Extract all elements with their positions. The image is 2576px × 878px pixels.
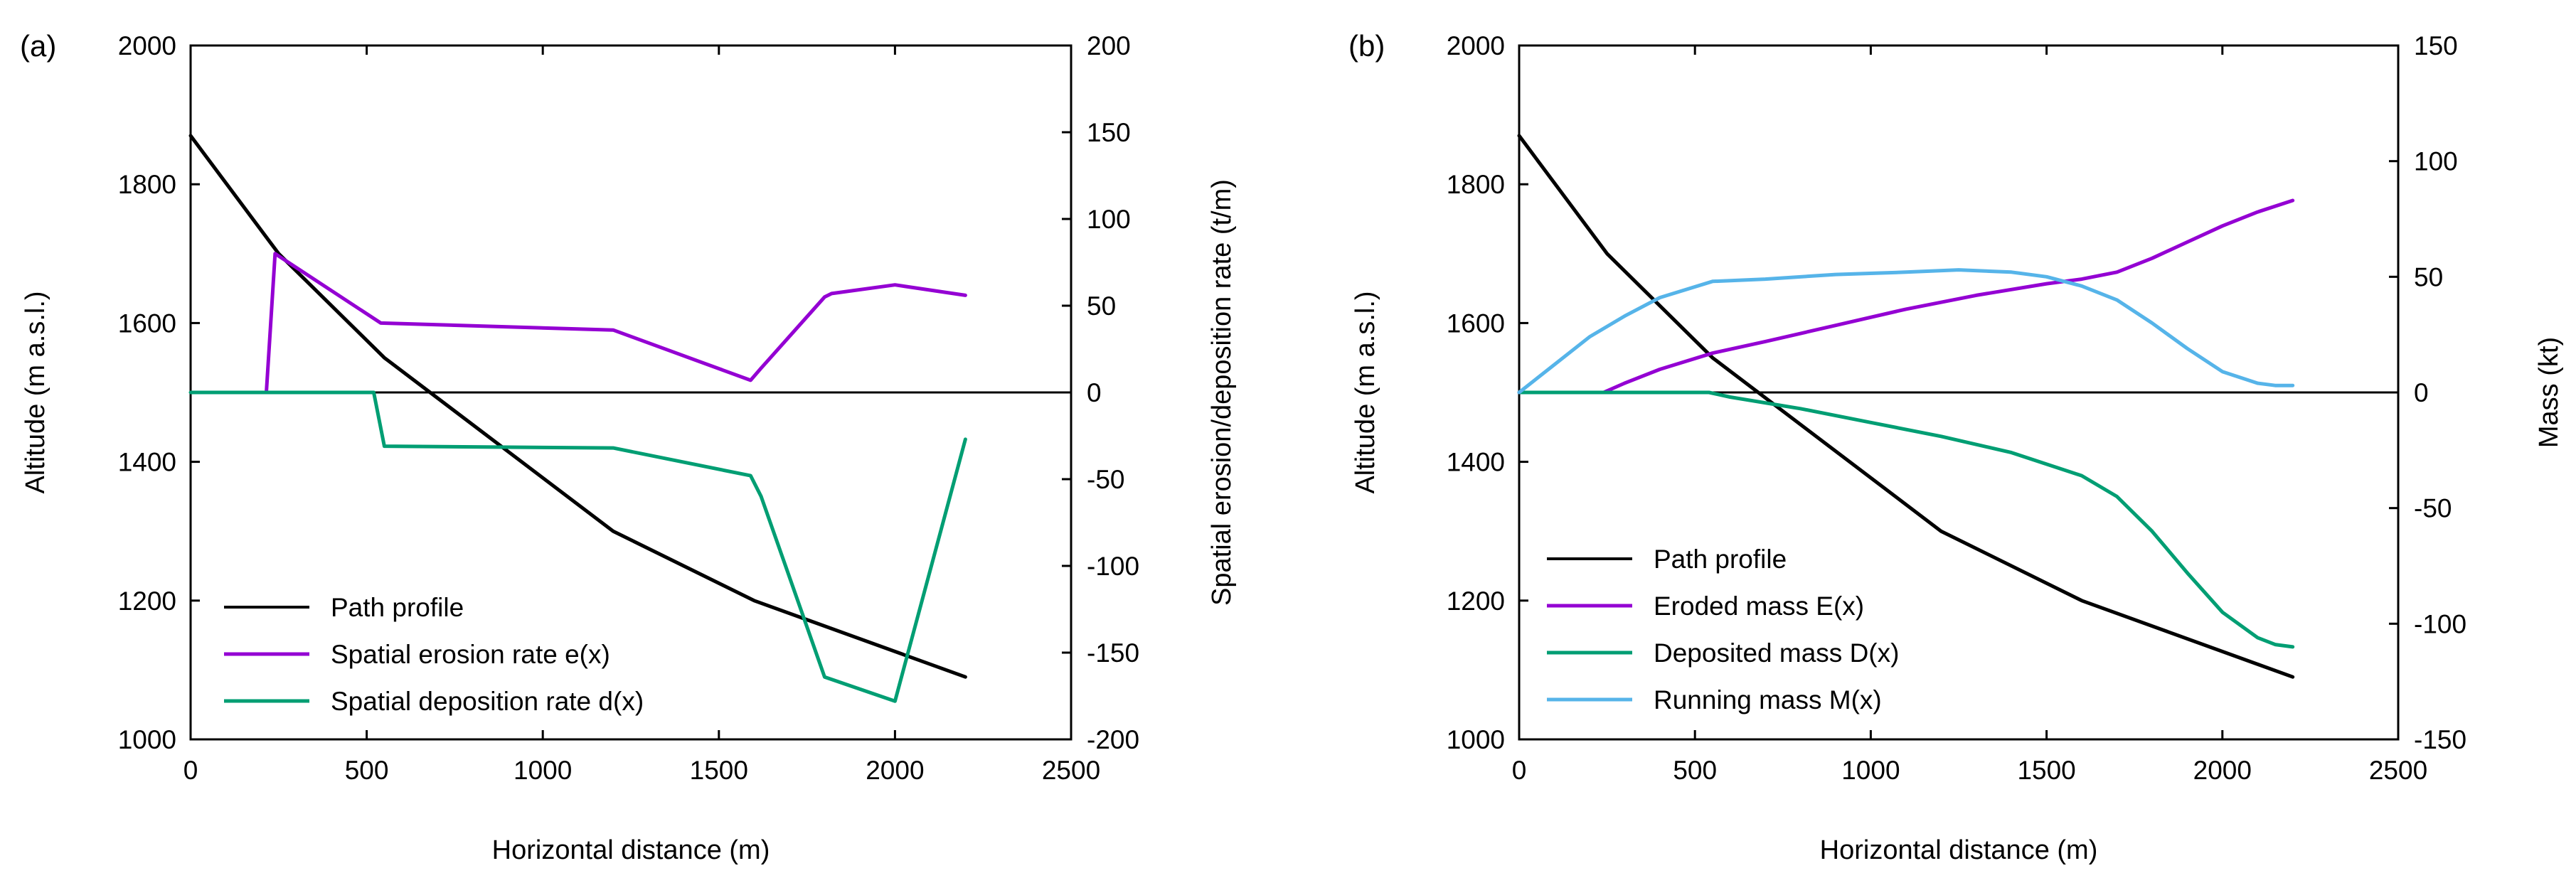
x-tick-label: 500 <box>1673 756 1717 785</box>
x-tick-label: 2500 <box>1042 756 1100 785</box>
y2-tick-label: 100 <box>1087 205 1131 234</box>
y-axis-label: Altitude (m a.s.l.) <box>21 291 50 493</box>
y-tick-label: 1600 <box>1447 309 1505 338</box>
series-path-profile <box>188 134 967 679</box>
legend-label-spatial-erosion-rate-e-x: Spatial erosion rate e(x) <box>331 640 610 669</box>
y2-tick-label: -150 <box>1087 638 1139 668</box>
legend-label-deposited-mass-d-x: Deposited mass D(x) <box>1654 638 1899 668</box>
x-tick-label: 0 <box>1512 756 1527 785</box>
y-tick-label: 1000 <box>118 725 176 754</box>
x-tick-label: 2000 <box>866 756 924 785</box>
panel-label: (b) <box>1348 29 1385 63</box>
y2-tick-label: -200 <box>1087 725 1139 754</box>
y-tick-label: 1400 <box>1447 448 1505 477</box>
x-tick-label: 0 <box>183 756 198 785</box>
legend-label-spatial-deposition-rate-d-x: Spatial deposition rate d(x) <box>331 687 644 716</box>
x-axis-label: Horizontal distance (m) <box>1820 835 2098 865</box>
y2-axis-label: Mass (kt) <box>2534 337 2564 448</box>
series-running-mass-m-x <box>1517 268 2295 395</box>
panel-a: (a)0 500 1000 1500 2000 250010001200140016001… <box>20 29 1237 865</box>
y2-axis-label: Spatial erosion/deposition rate (t/m) <box>1207 179 1237 606</box>
legend: Path profile Eroded mass E(x) Deposited ma… <box>1547 545 1899 714</box>
y-tick-label: 1200 <box>1447 587 1505 616</box>
y2-tick-label: 50 <box>1087 291 1116 321</box>
y-tick-label: 1800 <box>118 170 176 199</box>
y-tick-label: 1600 <box>118 309 176 338</box>
y2-tick-label: 150 <box>1087 118 1131 147</box>
y-tick-label: 1400 <box>118 448 176 477</box>
series-deposited-mass-d-x <box>1517 390 2295 649</box>
x-tick-label: 2000 <box>2193 756 2252 785</box>
y2-tick-label: -150 <box>2414 725 2466 754</box>
y2-tick-label: 50 <box>2414 262 2443 291</box>
x-tick-label: 1000 <box>513 756 572 785</box>
y-tick-label: 2000 <box>118 31 176 60</box>
y2-tick-label: 0 <box>2414 378 2429 407</box>
x-tick-label: 1500 <box>2017 756 2075 785</box>
series-path-profile <box>1517 134 2295 679</box>
y2-tick-label: -50 <box>2414 494 2452 523</box>
panel-b: (b)0 500 1000 1500 2000 250010001200140016001… <box>1348 29 2564 865</box>
y2-tick-label: -100 <box>2414 609 2466 638</box>
legend-label-eroded-mass-e-x: Eroded mass E(x) <box>1654 591 1864 621</box>
legend: Path profile Spatial erosion rate e(x) Spa… <box>224 593 644 716</box>
panel-label: (a) <box>20 29 56 63</box>
x-tick-label: 1500 <box>690 756 748 785</box>
legend-label-path-profile: Path profile <box>1654 545 1787 574</box>
y-axis-label: Altitude (m a.s.l.) <box>1351 291 1380 493</box>
y2-tick-label: 200 <box>1087 31 1131 60</box>
y2-tick-label: -100 <box>1087 552 1139 581</box>
y2-tick-label: 100 <box>2414 147 2458 176</box>
series-eroded-mass-e-x <box>1517 198 2295 395</box>
y2-tick-label: 0 <box>1087 378 1102 407</box>
series-spatial-deposition-rate-d-x <box>188 390 967 703</box>
y-tick-label: 1800 <box>1447 170 1505 199</box>
legend-label-path-profile: Path profile <box>331 593 464 622</box>
x-tick-label: 500 <box>345 756 389 785</box>
y-tick-label: 2000 <box>1447 31 1505 60</box>
y-tick-label: 1200 <box>118 587 176 616</box>
y2-tick-label: -50 <box>1087 465 1124 494</box>
legend-label-running-mass-m-x: Running mass M(x) <box>1654 685 1882 714</box>
x-tick-label: 1000 <box>1841 756 1900 785</box>
y2-tick-label: 150 <box>2414 31 2458 60</box>
x-tick-label: 2500 <box>2369 756 2427 785</box>
y-tick-label: 1000 <box>1447 725 1505 754</box>
series-spatial-erosion-rate-e-x <box>265 252 967 395</box>
x-axis-label: Horizontal distance (m) <box>492 835 770 865</box>
